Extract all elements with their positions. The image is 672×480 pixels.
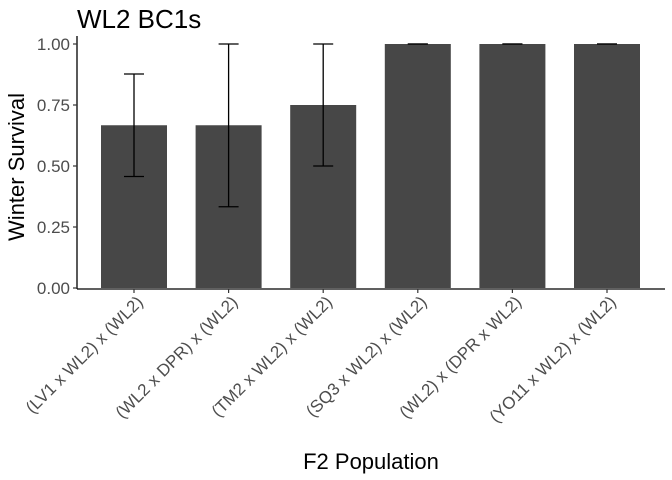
bar [384, 44, 451, 288]
bar [574, 44, 640, 288]
y-tick-label: 0.25 [37, 218, 70, 237]
x-axis-label: F2 Population [303, 449, 439, 474]
plot-area: 0.000.250.500.751.00(LV1 x WL2) x (WL2)(… [22, 35, 665, 427]
y-tick-label: 0.75 [37, 96, 70, 115]
y-tick-label: 1.00 [37, 35, 70, 54]
y-tick-label: 0.00 [37, 279, 70, 298]
chart-title: WL2 BC1s [77, 4, 201, 34]
bar [479, 44, 546, 288]
y-axis-label: Winter Survival [4, 93, 29, 241]
y-tick-label: 0.50 [37, 157, 70, 176]
